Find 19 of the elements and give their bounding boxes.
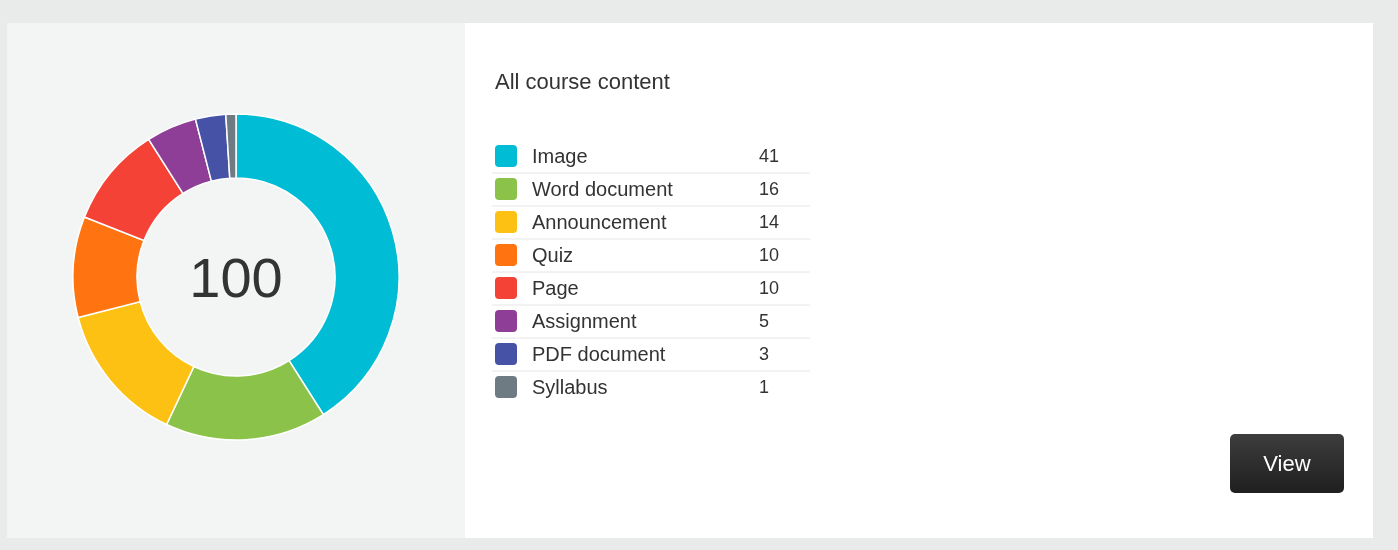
legend-label: Syllabus	[532, 376, 608, 398]
data-label: 41	[759, 146, 780, 166]
data-label: 10	[759, 278, 780, 298]
legend-label: Assignment	[532, 310, 637, 332]
legend-label: PDF document	[532, 343, 666, 365]
text: 100	[189, 246, 283, 309]
legend-label: Quiz	[532, 244, 574, 266]
data-label: 3	[759, 344, 770, 364]
legend-label: Image	[532, 145, 588, 167]
data-label: 14	[759, 212, 780, 232]
legend-label: Word document	[532, 178, 674, 200]
legend-label: Page	[532, 277, 579, 299]
chart-title: All course content	[495, 69, 670, 94]
view-button[interactable]: View	[1230, 434, 1344, 493]
data-label: 16	[759, 179, 780, 199]
data-label: 10	[759, 245, 780, 265]
data-label: 1	[759, 377, 770, 397]
data-label: 5	[759, 311, 770, 331]
legend-label: Announcement	[532, 211, 667, 233]
